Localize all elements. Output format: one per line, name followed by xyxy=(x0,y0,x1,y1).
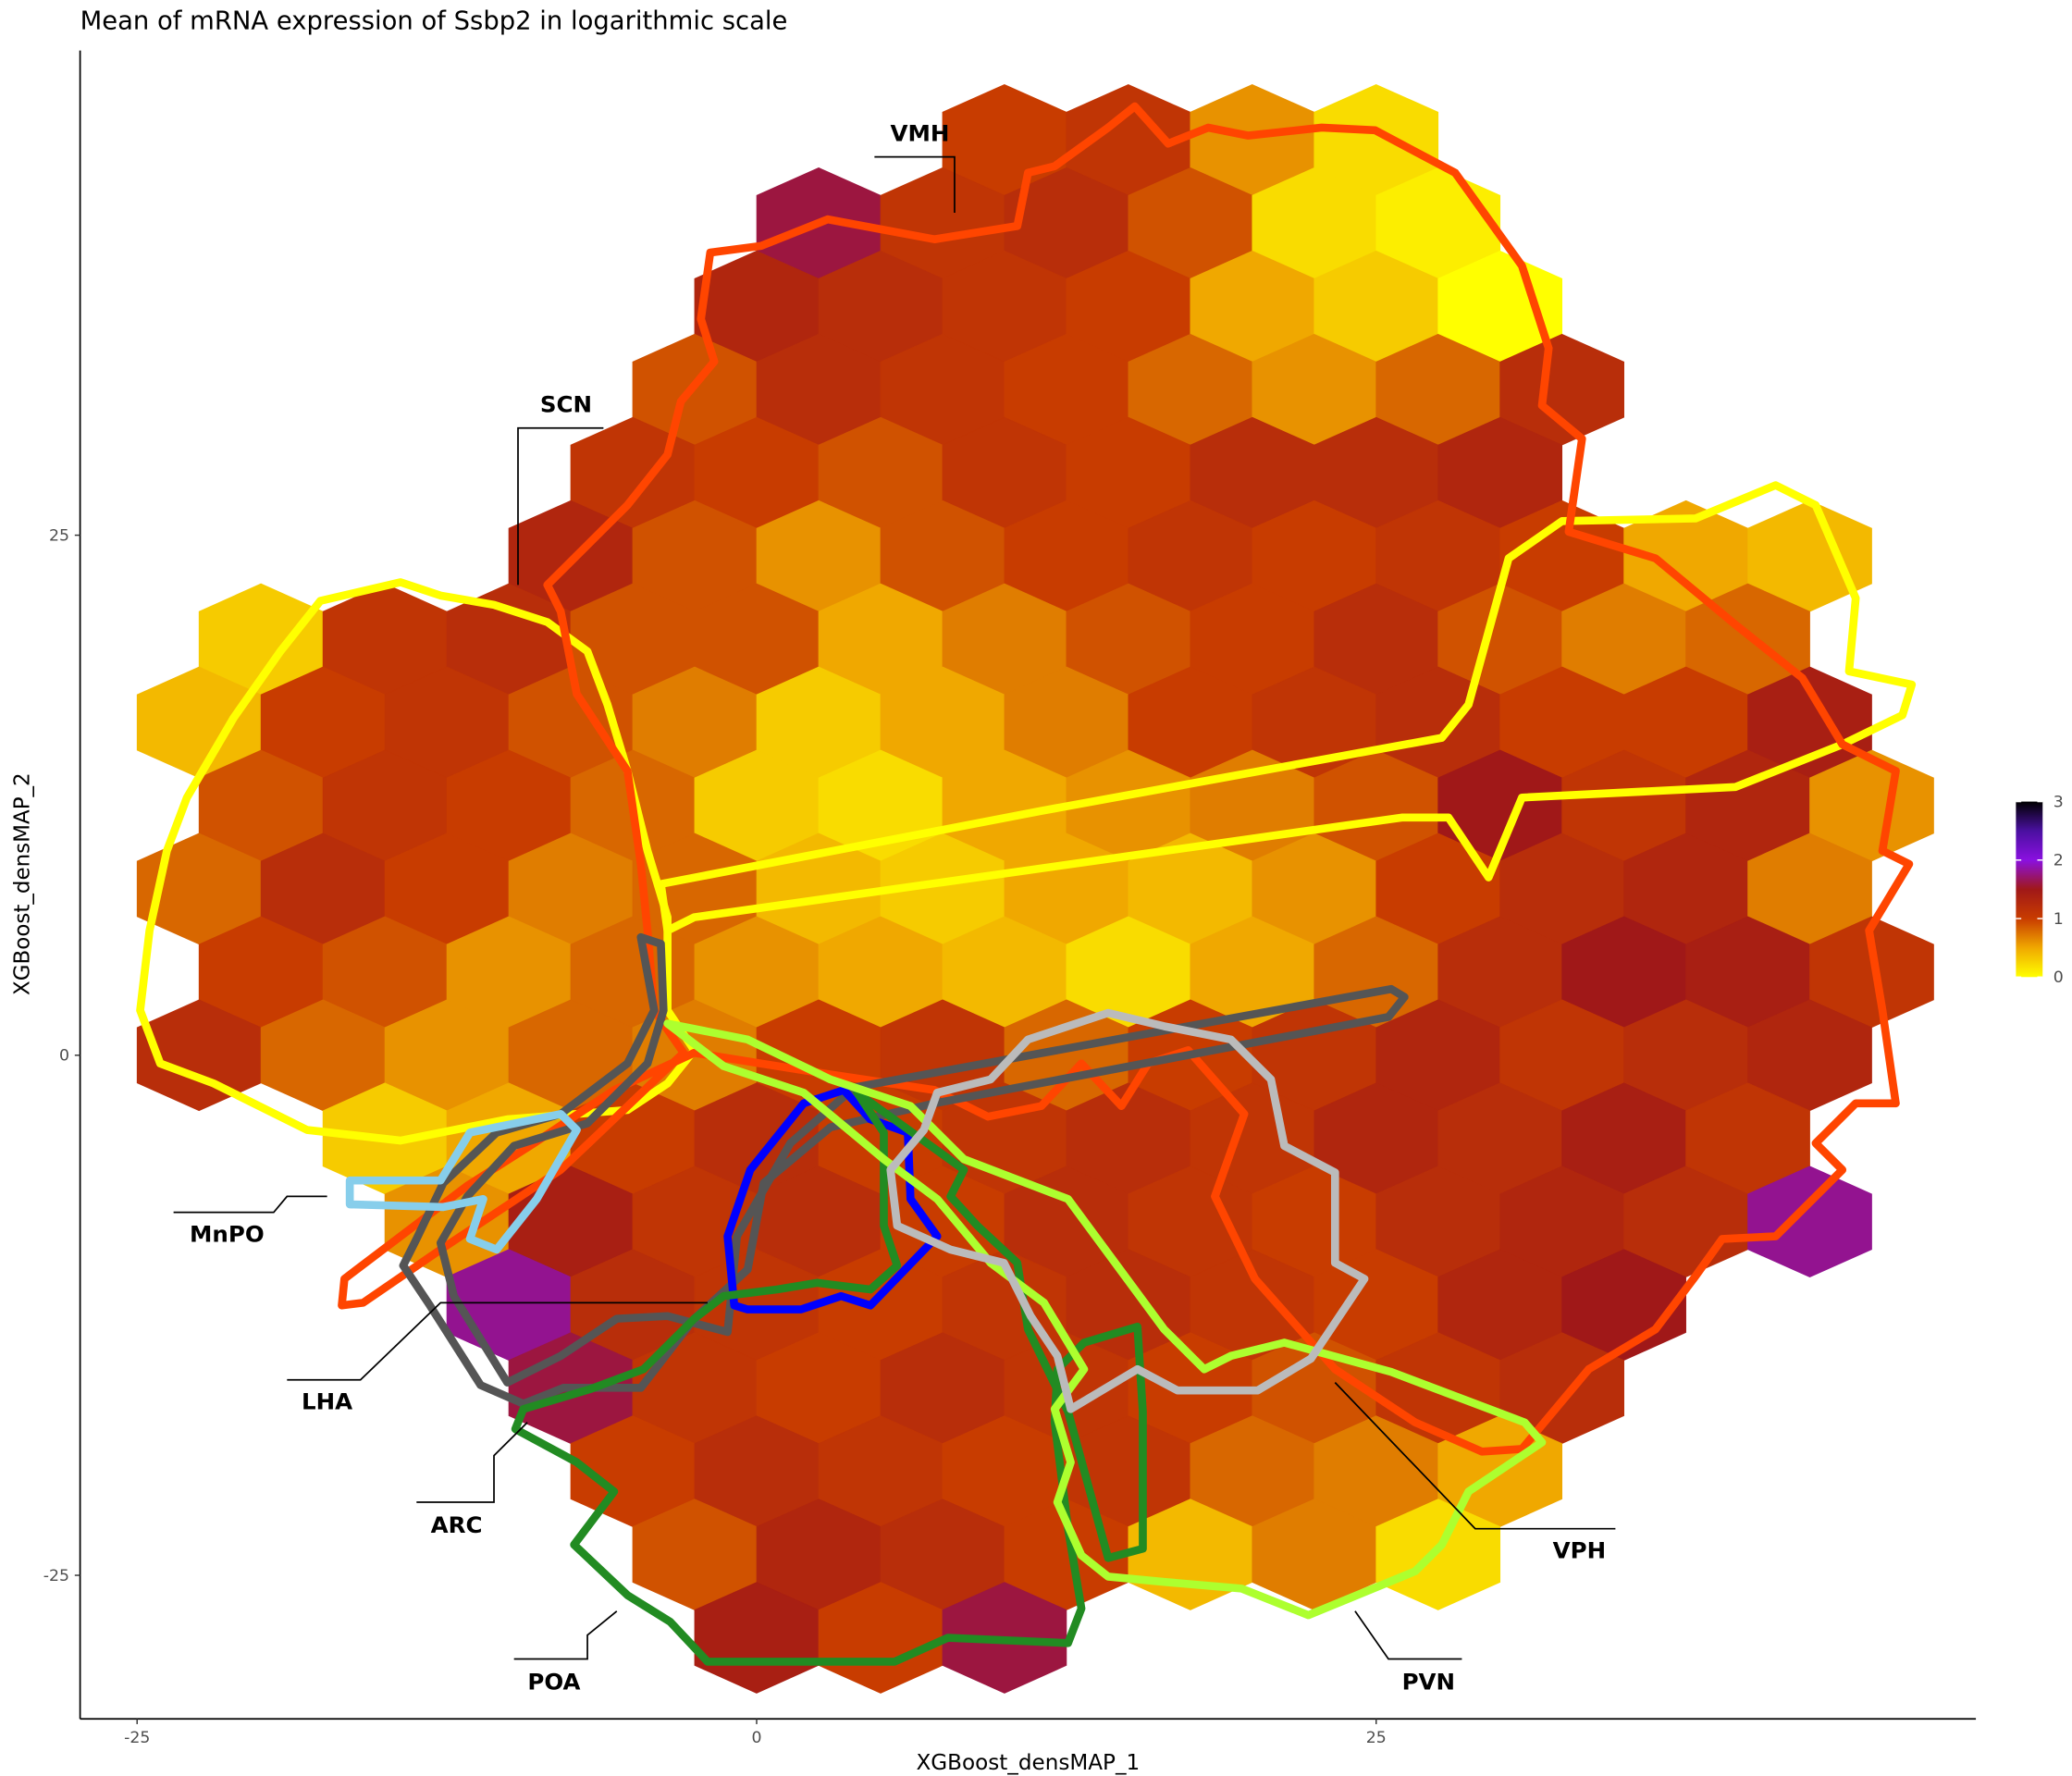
colorbar-tick-label: 1 xyxy=(2054,910,2064,929)
annotation-label: VPH xyxy=(1553,1536,1606,1563)
outline-arc-inner xyxy=(723,1086,942,1314)
annotation-label: PVN xyxy=(1402,1669,1455,1696)
leader-line xyxy=(513,1610,618,1660)
annotation-label: ARC xyxy=(431,1511,483,1538)
x-axis-label: XGBoost_densMAP_1 xyxy=(916,1751,1140,1775)
annotation-label: POA xyxy=(527,1669,580,1696)
outline-poa xyxy=(511,1089,1147,1666)
leader-line xyxy=(173,1195,327,1214)
outline-band xyxy=(657,481,1917,935)
outline-mnpo xyxy=(345,1110,581,1254)
x-tick-label: 0 xyxy=(751,1729,761,1747)
leader-line xyxy=(517,426,604,586)
outline-left-region xyxy=(136,578,698,1145)
y-tick-label: 25 xyxy=(49,526,69,545)
x-tick-label: 25 xyxy=(1366,1729,1387,1747)
hexbin xyxy=(1375,1498,1501,1610)
annotation-label: MnPO xyxy=(190,1220,265,1247)
annotations: VMH SCN MnPO LHA ARC POA PVN VPH xyxy=(190,119,1606,1695)
colorbar-tick-label: 2 xyxy=(2054,852,2064,870)
annotation-label: LHA xyxy=(302,1388,352,1414)
leader-line xyxy=(287,1301,708,1381)
leader-line xyxy=(1334,1382,1616,1530)
leader-line xyxy=(1354,1610,1462,1660)
x-tick-label: -25 xyxy=(124,1729,150,1747)
colorbar xyxy=(2016,801,2043,978)
annotation-label: VMH xyxy=(890,119,949,146)
region-outlines xyxy=(136,102,1917,1666)
colorbar-tick-label: 3 xyxy=(2054,793,2064,811)
colorbar-tick-label: 0 xyxy=(2054,968,2064,987)
hexbin-layer xyxy=(136,84,1934,1694)
annotation-label: SCN xyxy=(540,391,592,418)
hexbin xyxy=(1747,1166,1872,1278)
chart-title: Mean of mRNA expression of Ssbp2 in loga… xyxy=(80,7,788,36)
leader-line xyxy=(416,1422,528,1503)
outline-pvn xyxy=(663,1019,1547,1620)
leader-line xyxy=(874,155,956,213)
y-tick-label: -25 xyxy=(43,1567,69,1585)
y-axis-label: XGBoost_densMAP_2 xyxy=(11,772,35,995)
outline-vmh xyxy=(338,102,1914,1456)
outline-vph xyxy=(886,1008,1369,1413)
annotation-leaders xyxy=(173,155,1616,1660)
y-tick-label: 0 xyxy=(59,1047,69,1066)
